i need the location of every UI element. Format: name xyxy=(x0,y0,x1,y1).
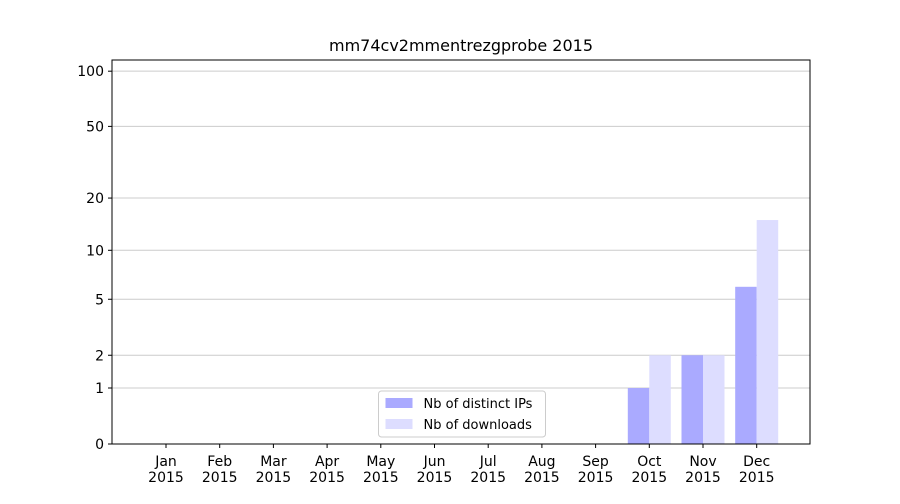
y-tick-label: 100 xyxy=(77,64,104,80)
x-tick-label: Nov 2015 xyxy=(685,454,721,486)
x-tick-label: Apr 2015 xyxy=(309,454,345,486)
x-tick-label: Jan 2015 xyxy=(148,454,184,486)
x-tick-label: Dec 2015 xyxy=(739,454,775,486)
x-tick-label: Jul 2015 xyxy=(470,454,506,486)
bar xyxy=(627,388,650,444)
legend-swatch xyxy=(385,398,413,408)
plot-frame xyxy=(111,59,811,445)
bar xyxy=(735,286,757,444)
bar xyxy=(681,355,703,444)
y-tick-label: 50 xyxy=(86,119,104,135)
y-tick-label: 0 xyxy=(95,437,104,453)
legend-label: Nb of downloads xyxy=(424,418,533,433)
bar xyxy=(703,355,725,444)
chart-title: mm74cv2mmentrezgprobe 2015 xyxy=(329,36,593,55)
y-tick-label: 1 xyxy=(95,381,104,397)
x-tick-label: Mar 2015 xyxy=(256,454,292,486)
y-tick-label: 20 xyxy=(86,191,104,207)
y-tick-label: 5 xyxy=(95,292,104,308)
y-tick-label: 10 xyxy=(86,243,104,259)
legend-swatch xyxy=(385,419,413,429)
x-tick-label: May 2015 xyxy=(363,454,399,486)
x-tick-label: Jun 2015 xyxy=(417,454,453,486)
x-tick-label: Sep 2015 xyxy=(578,454,614,486)
x-tick-label: Oct 2015 xyxy=(631,454,667,486)
x-tick-label: Feb 2015 xyxy=(202,454,238,486)
legend-label: Nb of distinct IPs xyxy=(424,397,533,412)
y-tick-label: 2 xyxy=(95,348,104,364)
bar xyxy=(756,220,779,444)
x-tick-label: Aug 2015 xyxy=(524,454,560,486)
legend-box xyxy=(378,390,546,438)
bar xyxy=(649,355,671,444)
